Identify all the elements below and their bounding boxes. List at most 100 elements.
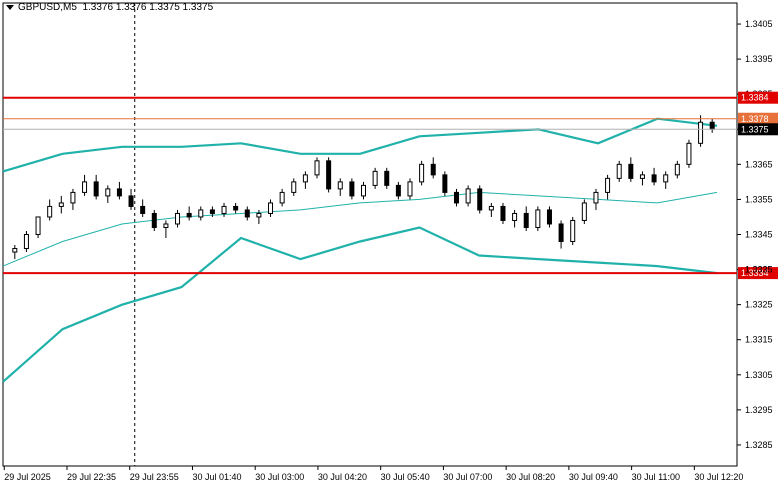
candle-body: [35, 216, 41, 236]
x-tick-label: 30 Jul 01:40: [192, 472, 241, 482]
candle-body: [302, 174, 308, 183]
candle-body: [186, 212, 192, 218]
candle-body: [605, 177, 611, 193]
candle-body: [512, 212, 518, 221]
x-tick-label: 30 Jul 08:20: [506, 472, 555, 482]
candle-body: [279, 191, 285, 204]
candle-body: [268, 202, 274, 214]
x-tick-label: 30 Jul 12:20: [694, 472, 743, 482]
price-tag-current-label: 1.3375: [741, 124, 769, 134]
candle-body: [581, 202, 587, 221]
candle-body: [709, 121, 715, 130]
candle-body: [686, 142, 692, 165]
candle-body: [128, 195, 134, 207]
ohlc-readout: 1.3376 1.3376 1.3375 1.3375: [82, 2, 214, 13]
price-tag-level: [738, 267, 778, 280]
candle-body: [628, 163, 634, 179]
candle-body: [209, 209, 215, 214]
x-tick-label: 30 Jul 07:00: [443, 472, 492, 482]
candle-body: [233, 205, 239, 211]
candle-body: [535, 209, 541, 228]
candle-body: [326, 160, 332, 190]
price-tag-bid-label: 1.3378: [741, 114, 769, 124]
candle-body: [593, 191, 599, 204]
candle-body: [140, 205, 146, 214]
x-tick-label: 29 Jul 22:35: [67, 472, 116, 482]
candle-body: [395, 184, 401, 197]
x-tick-label: 30 Jul 05:40: [381, 472, 430, 482]
candle-body: [558, 223, 564, 243]
x-tick-label: 30 Jul 04:20: [318, 472, 367, 482]
candle-body: [674, 163, 680, 176]
candle-body: [175, 212, 181, 225]
y-tick-label: 1.3405: [745, 19, 773, 29]
y-tick-label: 1.3295: [745, 405, 773, 415]
candle-body: [546, 209, 552, 225]
bollinger-middle-line: [2, 191, 718, 267]
y-tick-label: 1.3315: [745, 335, 773, 345]
candle-body: [453, 191, 459, 204]
candle-body: [314, 160, 320, 176]
candle-body: [616, 163, 622, 179]
candle-body: [244, 209, 250, 218]
candle-body: [47, 205, 53, 218]
candle-body: [70, 191, 76, 204]
price-tag-current: [738, 123, 778, 136]
candle-body: [372, 170, 378, 186]
y-tick-label: 1.3355: [745, 194, 773, 204]
candle-body: [488, 205, 494, 211]
candle-body: [442, 174, 448, 193]
symbol-header: GBPUSD,M5 1.3376 1.3376 1.3375 1.3375: [6, 2, 213, 13]
candle-body: [570, 219, 576, 243]
price-tag-level-label: 1.3334: [741, 268, 769, 278]
candle-body: [163, 223, 169, 228]
x-tick-label: 30 Jul 11:00: [632, 472, 680, 482]
candle-body: [500, 205, 506, 221]
candle-body: [698, 121, 704, 144]
price-tag-bid: [738, 112, 778, 125]
bollinger-lower-line: [2, 226, 718, 383]
candle-body: [256, 212, 262, 218]
symbol-label: GBPUSD,M5: [18, 2, 77, 13]
y-tick-label: 1.3365: [745, 159, 773, 169]
candle-body: [151, 212, 157, 228]
plot-frame: [2, 2, 738, 467]
candle-body: [23, 234, 29, 250]
candle-body: [465, 188, 471, 204]
candle-body: [361, 184, 366, 197]
candle-body: [58, 202, 64, 207]
candle-body: [198, 209, 204, 218]
x-tick-label: 30 Jul 09:40: [569, 472, 618, 482]
candle-body: [663, 174, 669, 183]
candle-body: [384, 170, 390, 186]
candle-body: [349, 181, 355, 197]
candle-body: [221, 205, 227, 214]
candle-body: [651, 174, 657, 183]
candle-body: [523, 212, 529, 228]
candle-body: [337, 181, 343, 190]
candle-body: [82, 181, 88, 193]
y-tick-label: 1.3305: [745, 370, 773, 380]
y-tick-label: 1.3395: [745, 54, 773, 64]
bollinger-upper-line: [2, 117, 718, 173]
candle-body: [407, 181, 413, 197]
y-tick-label: 1.3325: [745, 300, 773, 310]
candle-body: [430, 163, 436, 176]
candle-body: [93, 181, 99, 197]
dropdown-arrow-icon[interactable]: [6, 4, 14, 10]
price-tag-level: [738, 91, 778, 104]
candle-body: [105, 188, 111, 197]
y-tick-label: 1.3285: [745, 440, 773, 450]
x-tick-label: 30 Jul 03:00: [255, 472, 304, 482]
price-tag-level-label: 1.3384: [741, 93, 769, 103]
y-tick-label-hidden: 1.3335: [745, 265, 773, 275]
candle-body: [291, 181, 297, 193]
x-tick-label: 29 Jul 23:55: [130, 472, 179, 482]
candle-body: [116, 188, 122, 197]
y-tick-label: 1.3345: [745, 230, 773, 240]
candle-body: [639, 174, 645, 179]
candle-body: [477, 188, 483, 211]
candle-body: [419, 163, 425, 183]
